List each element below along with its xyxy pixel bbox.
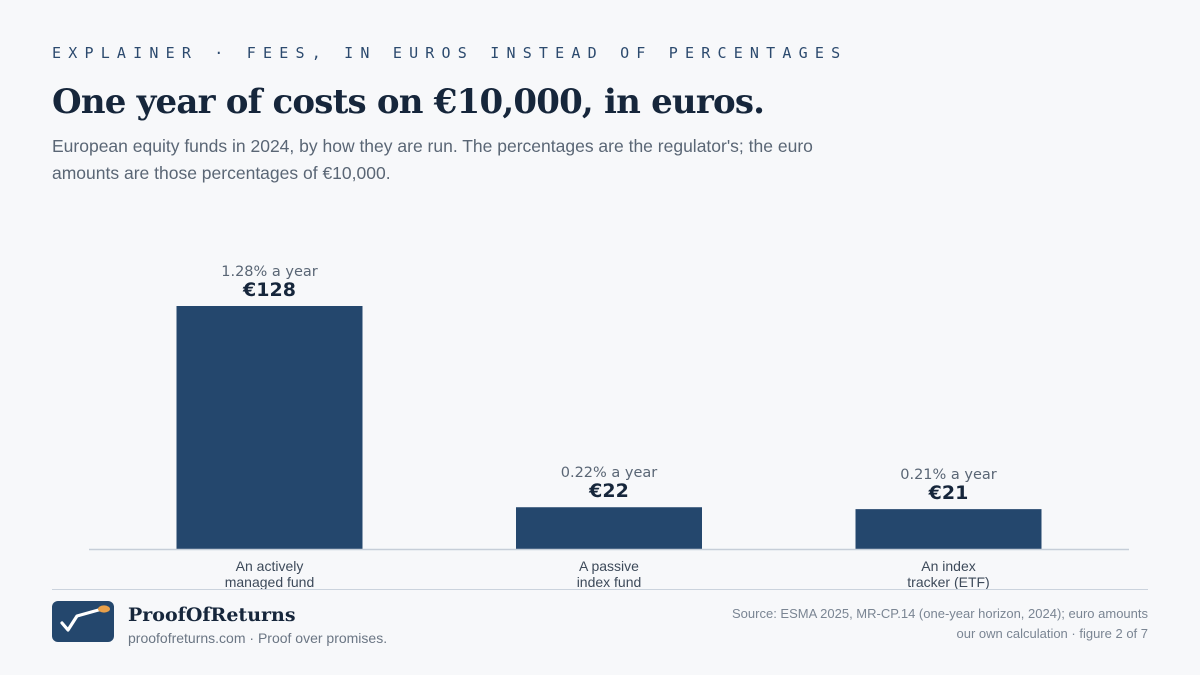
percent-label: 1.28% a year	[221, 264, 318, 280]
category-label: An index tracker (ETF)	[907, 558, 989, 590]
logo	[52, 601, 114, 642]
brand-tagline: proofofreturns.com · Proof over promises…	[128, 630, 388, 646]
percent-label: 0.21% a year	[900, 467, 997, 483]
bar	[516, 507, 702, 549]
kicker: EXPLAINER · FEES, IN EUROS INSTEAD OF PE…	[52, 44, 848, 62]
bar-chart: 1.28% a year€128 An actively managed fund 0…	[89, 264, 1129, 590]
rising-line-check-icon	[60, 605, 110, 632]
labels-layer: 1.28% a year€128 An actively managed fund 0…	[221, 264, 997, 590]
percent-label: 0.22% a year	[561, 465, 658, 481]
category-label: An actively managed fund	[225, 558, 315, 590]
bar	[176, 306, 363, 549]
value-label: €22	[588, 480, 629, 502]
value-label: €128	[242, 279, 296, 301]
bars-layer	[176, 306, 1042, 549]
source-note: Source: ESMA 2025, MR-CP.14 (one-year ho…	[732, 606, 1148, 641]
bar	[855, 509, 1042, 549]
category-label: A passive index fund	[577, 558, 642, 590]
page-title: One year of costs on €10,000, in euros.	[52, 82, 765, 122]
value-label: €21	[928, 482, 969, 504]
page-subtitle: European equity funds in 2024, by how th…	[52, 136, 813, 183]
brand-name: ProofOfReturns	[128, 604, 296, 626]
footer-divider	[52, 589, 1148, 590]
